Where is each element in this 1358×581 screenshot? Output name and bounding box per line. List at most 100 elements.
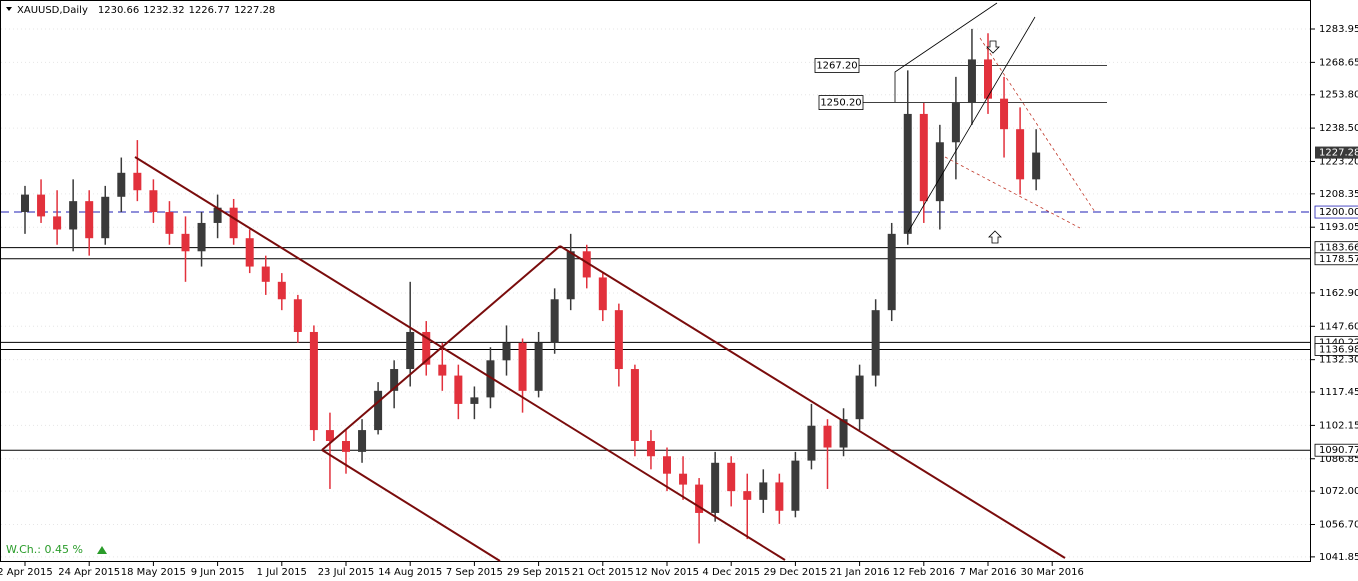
candle-body	[727, 462, 736, 492]
candle-body	[887, 233, 896, 311]
last-price-tag	[1315, 146, 1358, 159]
x-tick-label: 14 Aug 2015	[378, 567, 442, 578]
candle-body	[438, 364, 447, 376]
y-tick-label: 1238.50	[1319, 123, 1358, 134]
candle-body	[775, 482, 784, 511]
x-tick-label: 1 Jul 2015	[257, 567, 307, 578]
candle-body	[486, 360, 495, 398]
candle-body	[582, 251, 591, 278]
y-tick-label: 1253.80	[1319, 90, 1358, 101]
level-label: 1136.98	[1319, 344, 1358, 355]
wedge-line	[944, 156, 1081, 229]
candle-body	[406, 331, 415, 370]
candle-body	[967, 59, 976, 104]
candle-body	[679, 473, 688, 485]
x-tick-label: 7 Mar 2016	[959, 567, 1016, 578]
candle-body	[85, 201, 94, 239]
close: 1227.28	[234, 5, 275, 16]
y-tick-label: 1132.30	[1319, 355, 1358, 366]
candle-body	[197, 222, 206, 252]
y-tick-label: 1086.85	[1319, 454, 1358, 465]
y-tick-label: 1102.15	[1319, 420, 1358, 431]
candle-body	[518, 342, 527, 391]
candle-body	[133, 172, 142, 191]
x-tick-label: 7 Sep 2015	[446, 567, 503, 578]
up-arrow	[988, 230, 1002, 244]
y-tick-label: 1223.20	[1319, 156, 1358, 167]
candle-body	[935, 142, 944, 202]
candle-body	[951, 103, 960, 143]
y-tick-label: 1041.85	[1319, 552, 1358, 563]
candle-body	[325, 430, 334, 441]
y-tick-label: 1162.90	[1319, 288, 1358, 299]
candle-body	[390, 369, 399, 391]
y-tick-label: 1147.60	[1319, 321, 1358, 332]
candle-body	[1016, 129, 1025, 180]
candle-body	[791, 460, 800, 511]
candle-body	[903, 113, 912, 234]
y-tick-label: 1072.00	[1319, 486, 1358, 497]
candle-body	[663, 456, 671, 474]
candle-body	[759, 482, 768, 500]
x-tick-label: 9 Jun 2015	[191, 567, 245, 578]
trend-line	[559, 245, 1066, 559]
candle-body	[984, 59, 992, 99]
candle-body	[165, 212, 174, 234]
menu-triangle	[6, 7, 12, 11]
candle-body	[823, 425, 832, 448]
x-tick-label: 21 Jan 2016	[830, 567, 890, 578]
x-tick-label: 12 Nov 2015	[635, 567, 699, 578]
candle-body	[69, 201, 78, 230]
y-tick-label: 1193.05	[1319, 222, 1358, 233]
candle-body	[534, 342, 543, 391]
level-tag	[1314, 205, 1358, 219]
candle-body	[293, 299, 302, 332]
level-tag	[1314, 343, 1358, 356]
wedge-line	[907, 16, 1036, 233]
candle-body	[502, 342, 511, 361]
dashed-wedge	[944, 37, 1096, 229]
candle-body	[1000, 98, 1009, 130]
candle-body	[277, 281, 286, 300]
y-tick-label: 1208.35	[1319, 189, 1358, 200]
x-tick-label: 29 Sep 2015	[507, 567, 570, 578]
candle-body	[53, 216, 62, 230]
candle-body	[181, 233, 190, 252]
trend-line	[321, 449, 501, 562]
header: XAUUSD,Daily 1230.66 1232.32 1226.77 1227.28	[17, 5, 275, 16]
x-tick-label: 12 Feb 2016	[893, 567, 955, 578]
candle-body	[101, 196, 110, 239]
candle-body	[646, 440, 655, 457]
candle-body	[855, 375, 864, 420]
down-arrow	[986, 40, 1000, 54]
candle-body	[245, 238, 254, 267]
weekly-change: W.Ch.: 0.45 %	[6, 543, 83, 556]
candle-body	[598, 277, 607, 311]
y-tick-label: 1056.70	[1319, 519, 1358, 530]
y-tick-label: 1268.65	[1319, 57, 1358, 68]
candle-body	[871, 310, 880, 376]
labels: 1283.95 1268.65 1253.80 1238.50 1223.20 1208.…	[0, 24, 1358, 578]
high: 1232.32	[143, 5, 184, 16]
y-tick-label: 1283.95	[1319, 24, 1358, 35]
candle-body	[261, 266, 270, 282]
levels	[1, 65, 1311, 451]
wedge-line	[894, 2, 998, 102]
candle-body	[309, 331, 318, 431]
target-tag	[814, 58, 860, 73]
candle-body	[117, 172, 126, 197]
level-label: 1140.22	[1319, 337, 1358, 348]
plot-frame	[0, 0, 1311, 562]
candle-body	[614, 310, 623, 370]
target-label: 1250.20	[820, 98, 861, 109]
level-label: 1200.00	[1319, 207, 1358, 218]
candle-body	[470, 397, 479, 404]
candle-body	[695, 484, 704, 513]
x-tick-label: 21 Oct 2015	[572, 567, 634, 578]
candle-body	[630, 369, 639, 441]
x-tick-label: 4 Dec 2015	[702, 567, 760, 578]
candle-body	[374, 390, 383, 431]
level-label: 1183.66	[1319, 243, 1358, 254]
x-tick-label: 24 Apr 2015	[58, 567, 120, 578]
change-arrow	[97, 546, 107, 554]
